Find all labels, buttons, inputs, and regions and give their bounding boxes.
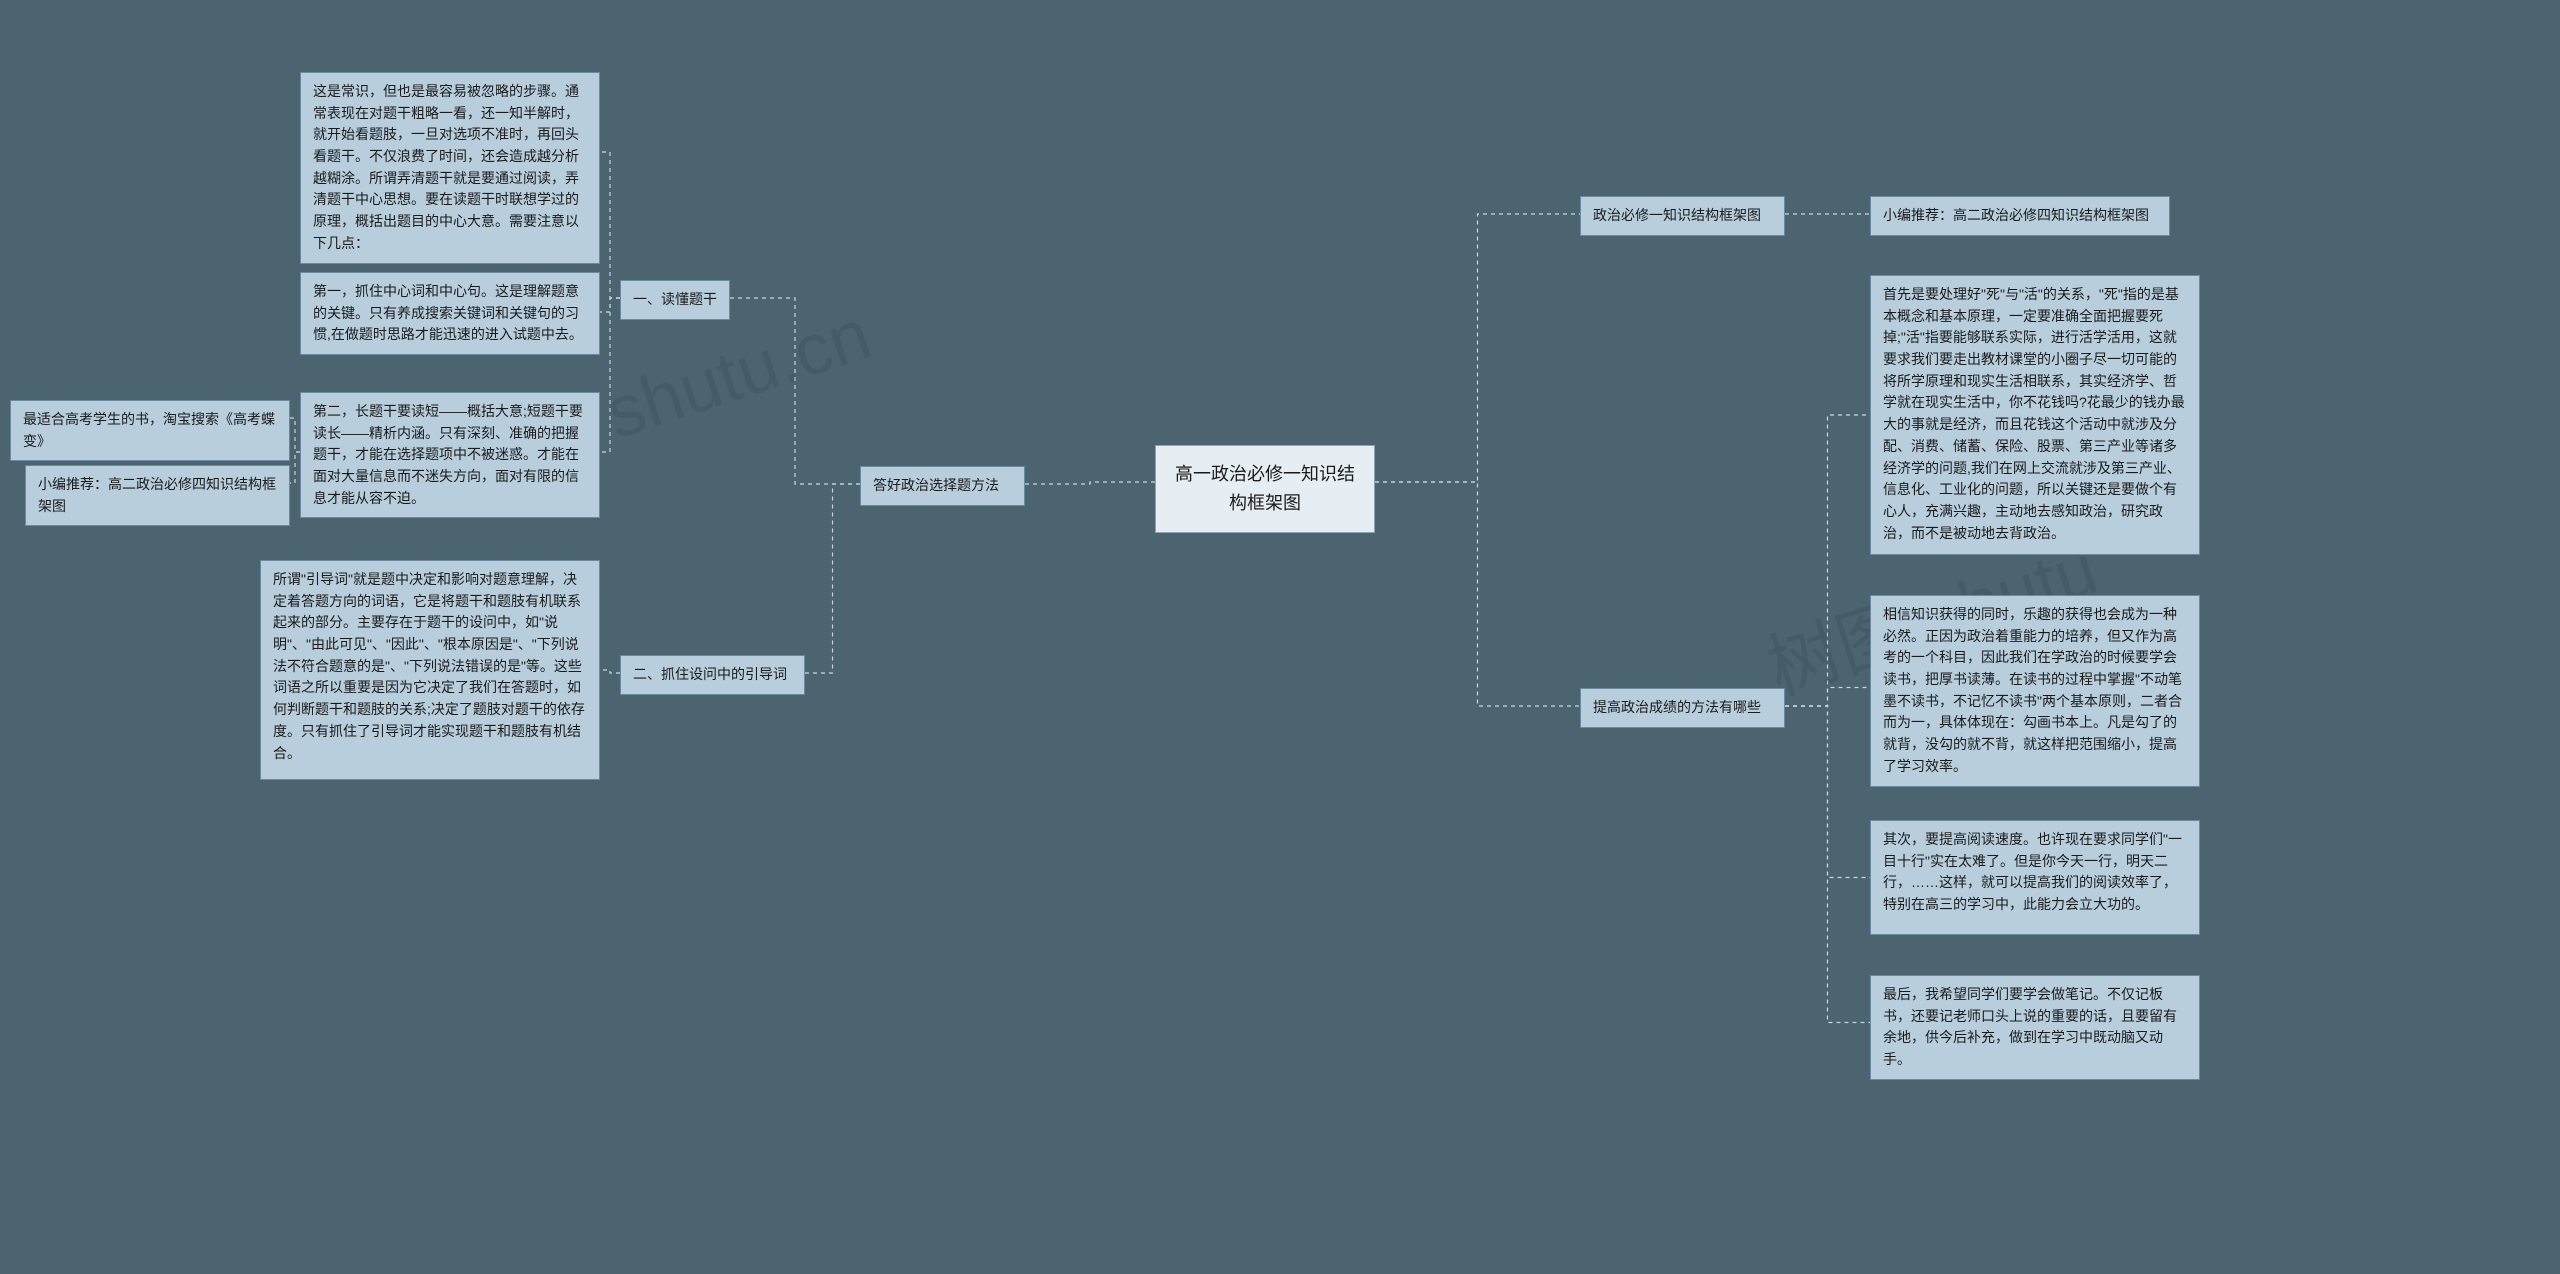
left-sub-2: 二、抓住设问中的引导词 (620, 655, 805, 695)
right-branch-2-child-0: 首先是要处理好"死"与"活"的关系，"死"指的是基本概念和基本原理，一定要准确全… (1870, 275, 2200, 555)
left-sub-1-child-0: 这是常识，但也是最容易被忽略的步骤。通常表现在对题干粗略一看，还一知半解时，就开… (300, 72, 600, 264)
left-sub-1: 一、读懂题干 (620, 280, 730, 320)
left-sub-1-child-2: 第二，长题干要读短——概括大意;短题干要读长——精析内涵。只有深刻、准确的把握题… (300, 392, 600, 518)
left-sub-1-child-2-extra-0: 最适合高考学生的书，淘宝搜索《高考蝶变》 (10, 400, 290, 461)
right-branch-1: 政治必修一知识结构框架图 (1580, 196, 1785, 236)
left-main: 答好政治选择题方法 (860, 466, 1025, 506)
left-sub-1-child-2-extra-1: 小编推荐：高二政治必修四知识结构框架图 (25, 465, 290, 526)
root-node: 高一政治必修一知识结构框架图 (1155, 445, 1375, 533)
left-sub-2-child-0: 所谓"引导词"就是题中决定和影响对题意理解，决定着答题方向的词语，它是将题干和题… (260, 560, 600, 780)
right-branch-1-child-0: 小编推荐：高二政治必修四知识结构框架图 (1870, 196, 2170, 236)
left-sub-1-child-1: 第一，抓住中心词和中心句。这是理解题意的关键。只有养成搜索关键词和关键句的习惯,… (300, 272, 600, 355)
right-branch-2-child-3: 最后，我希望同学们要学会做笔记。不仅记板书，还要记老师口头上说的重要的话，且要留… (1870, 975, 2200, 1080)
right-branch-2-child-2: 其次，要提高阅读速度。也许现在要求同学们"一目十行"实在太难了。但是你今天一行，… (1870, 820, 2200, 935)
right-branch-2: 提高政治成绩的方法有哪些 (1580, 688, 1785, 728)
right-branch-2-child-1: 相信知识获得的同时，乐趣的获得也会成为一种必然。正因为政治着重能力的培养，但又作… (1870, 595, 2200, 787)
